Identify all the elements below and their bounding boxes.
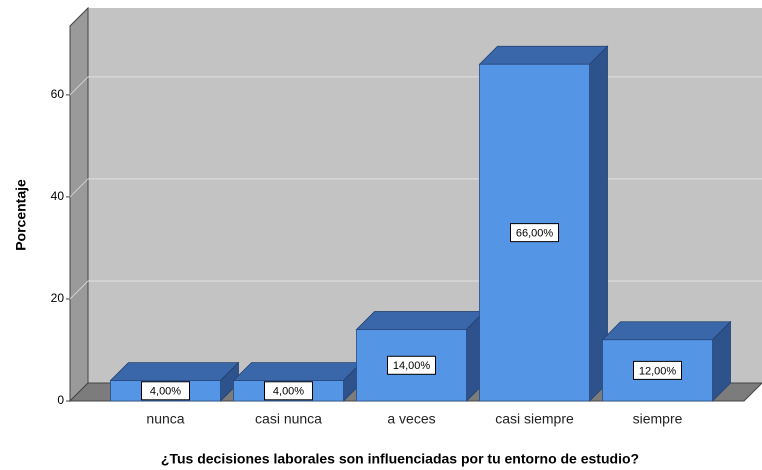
value-label-box [141, 381, 190, 401]
y-tick-label: 20 [51, 291, 65, 305]
bar-top [478, 45, 609, 65]
bar-top [232, 362, 363, 381]
y-axis-title: Porcentaje [13, 179, 29, 251]
grid-line [69, 76, 89, 96]
value-label: 66,00% [516, 228, 554, 240]
x-tick-label: a veces [387, 411, 435, 427]
value-label: 4,00% [150, 386, 181, 398]
value-label-box [387, 355, 436, 375]
value-label: 12,00% [639, 365, 677, 377]
x-tick-label: casi siempre [495, 411, 574, 427]
bar [479, 63, 590, 402]
y-tick-label: 0 [57, 393, 64, 407]
bar-top [355, 311, 486, 330]
y-tick-label: 60 [51, 87, 65, 101]
value-label: 4,00% [273, 386, 304, 398]
x-tick-label: casi nunca [255, 411, 322, 427]
value-label-box [510, 223, 559, 243]
left-wall [69, 6, 89, 403]
x-tick-label: nunca [146, 411, 184, 427]
bar-top [109, 362, 240, 381]
value-label: 14,00% [393, 360, 431, 372]
bar [356, 329, 467, 402]
value-label-box [633, 360, 682, 380]
grid-line [69, 178, 89, 198]
bar-top [601, 321, 732, 341]
value-label-box [264, 381, 313, 401]
x-axis-title: ¿Tus decisiones laborales son influencia… [161, 451, 639, 467]
grid-line [69, 280, 89, 300]
y-tick-label: 40 [51, 189, 65, 203]
x-tick-label: siempre [633, 411, 683, 427]
